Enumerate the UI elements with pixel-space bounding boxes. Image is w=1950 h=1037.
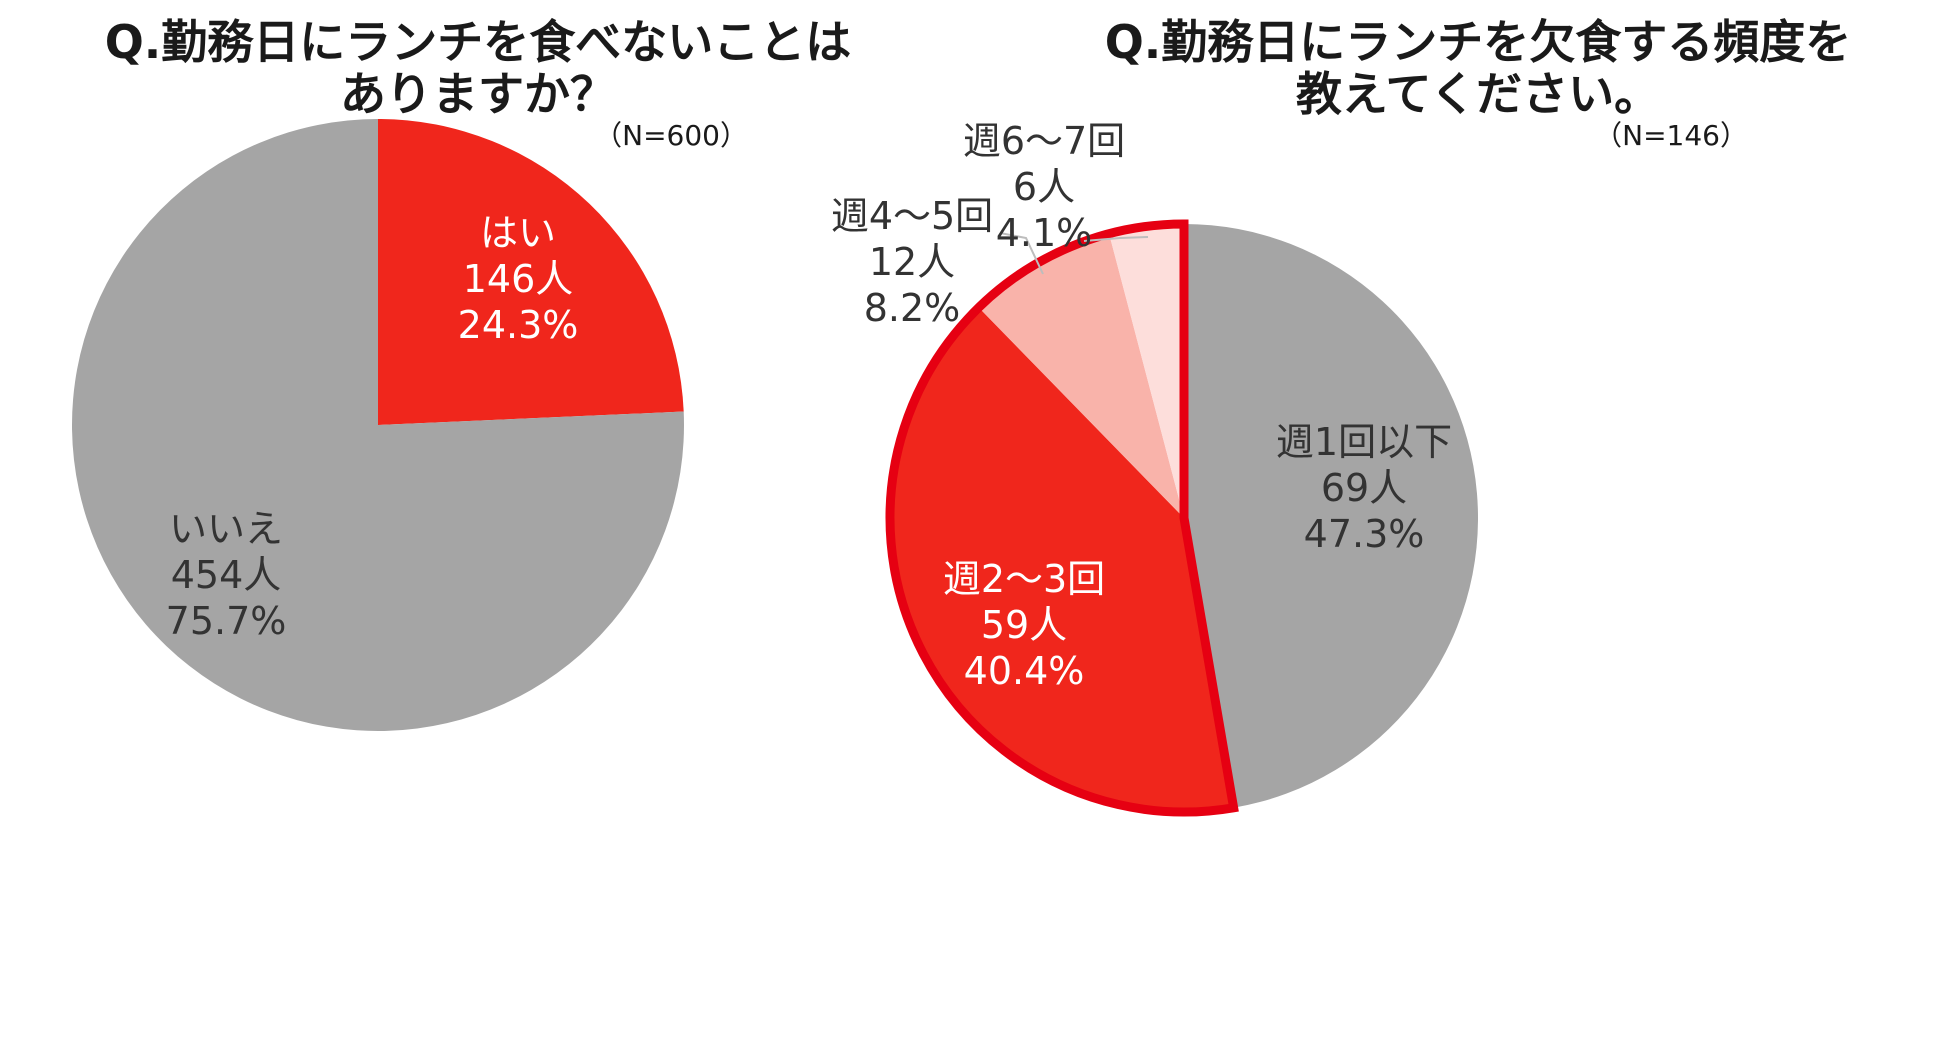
slice-count-label: 146人 [463, 257, 574, 301]
chart-left-title-line2: ありますか？ [340, 67, 616, 121]
slice-name-label: 週4～5回 [831, 194, 993, 238]
chart-left-slices [71, 119, 684, 731]
slice-name-label: いいえ [169, 507, 283, 551]
pie-slice-0 [378, 119, 684, 425]
chart-right-slices [889, 224, 1479, 813]
slice-count-label: 69人 [1321, 466, 1407, 510]
slice-percent-label: 47.3% [1304, 512, 1425, 556]
chart-right-title-line1: Q.勤務日にランチを欠食する頻度を [1105, 15, 1852, 69]
pie-slice-0 [1184, 224, 1479, 808]
slice-percent-label: 8.2% [864, 286, 961, 330]
chart-right-n-label: （N=146） [1594, 119, 1748, 152]
slice-percent-label: 40.4% [964, 649, 1085, 693]
chart-left-title-line1: Q.勤務日にランチを食べないことは [105, 15, 852, 69]
chart-right-title-line2: 教えてください。 [1296, 67, 1660, 121]
pie-chart-left: Q.勤務日にランチを食べないことは ありますか？ （N=600） はい146人2… [71, 15, 852, 731]
slice-count-label: 59人 [981, 603, 1067, 647]
pie-slice-2 [978, 233, 1184, 518]
slice-name-label: はい [480, 211, 556, 255]
pie-slice-1 [889, 307, 1234, 813]
leader-line-1 [1083, 236, 1149, 242]
slice-name-label: 週6～7回 [963, 119, 1125, 163]
pie-slice-1 [71, 119, 684, 731]
slice-percent-label: 24.3% [458, 303, 579, 347]
slice-count-label: 6人 [1013, 165, 1075, 209]
pie-slice-3 [1109, 224, 1184, 518]
slice-name-label: 週2～3回 [943, 557, 1105, 601]
slice-name-label: 週1回以下 [1276, 420, 1452, 464]
slice-count-label: 12人 [869, 240, 955, 284]
chart-left-n-label: （N=600） [594, 119, 748, 152]
slice-percent-label: 4.1% [996, 211, 1093, 255]
pie-chart-right: Q.勤務日にランチを欠食する頻度を 教えてください。 （N=146） 週1回以下… [831, 15, 1852, 817]
slice-percent-label: 75.7% [166, 599, 287, 643]
chart-right-leader-lines [999, 232, 1149, 275]
leader-line-0 [999, 232, 1044, 275]
chart-right-highlight-outline [885, 219, 1239, 817]
slice-count-label: 454人 [171, 553, 282, 597]
